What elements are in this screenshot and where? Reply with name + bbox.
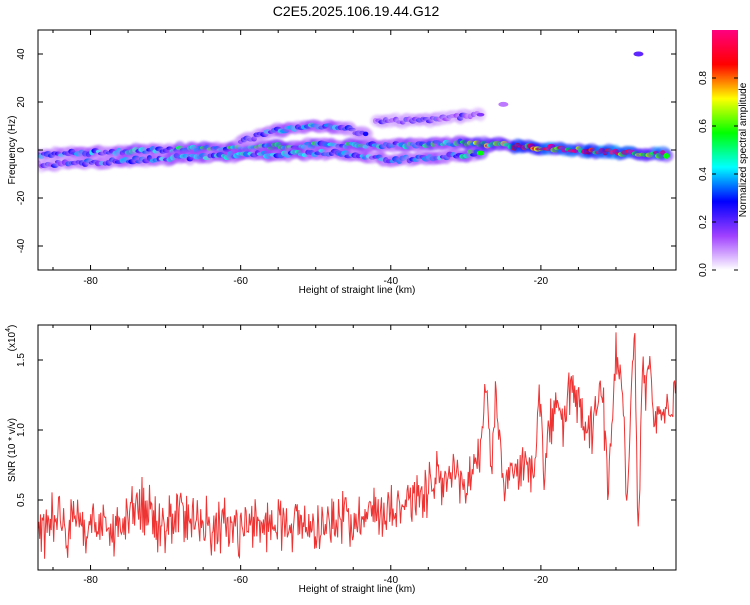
x-tick-label: -40 (384, 575, 399, 586)
y-tick-label: 1.5 (16, 353, 27, 367)
spectrogram-y-label: Frequency (Hz) (7, 116, 18, 185)
y-tick-label: -40 (16, 238, 27, 253)
x-tick-label: -20 (534, 575, 549, 586)
svg-text:(x104): (x104) (5, 325, 18, 352)
colorbar-tick-label: 0.6 (698, 119, 709, 133)
colorbar-tick-label: 0.4 (698, 167, 709, 181)
y-tick-label: 40 (16, 48, 27, 60)
y-tick-label: 0.5 (16, 493, 27, 507)
spectrogram-x-ticks: -80 -60 -40 -20 (52, 30, 654, 287)
snr-series-line (38, 332, 676, 560)
colorbar-tick-label: 0.2 (698, 215, 709, 229)
snr-y-label: SNR (10 * v/v) (7, 418, 18, 482)
scale-label: (x10 (7, 331, 18, 351)
y-tick-label: -20 (16, 190, 27, 205)
y-tick-label: 0 (16, 147, 27, 153)
heatmap-cell (476, 112, 485, 117)
snr-panel: -80 -60 -40 -20 0.5 1.0 1.5 Height of straigh… (5, 324, 677, 595)
colorbar: 0.0 0.2 0.4 0.6 0.8 Normalized spectral ampl… (698, 30, 749, 277)
snr-scale-factor: (x104) (5, 325, 18, 352)
colorbar-tick-label: 0.0 (698, 263, 709, 277)
heatmap-cell (362, 131, 369, 137)
heatmap-cell (663, 152, 670, 159)
x-tick-label: -80 (83, 276, 98, 287)
y-tick-label: 1.0 (16, 423, 27, 437)
scale-exponent: 4 (5, 328, 12, 332)
heatmap-cell (476, 150, 485, 156)
spectrogram-y-ticks: -40 -20 0 20 40 (16, 48, 676, 253)
x-tick-label: -40 (384, 276, 399, 287)
colorbar-tick-label: 0.8 (698, 71, 709, 85)
snr-frame (37, 324, 677, 571)
heatmap-cells (38, 51, 674, 173)
colorbar-ticks: 0.0 0.2 0.4 0.6 0.8 (698, 71, 738, 277)
y-tick-label: 20 (16, 96, 27, 108)
figure-title: C2E5.2025.106.19.44.G12 (273, 3, 440, 19)
snr-x-ticks: -80 -60 -40 -20 (52, 325, 654, 586)
colorbar-gradient (712, 30, 738, 270)
x-tick-label: -20 (534, 276, 549, 287)
heatmap-spot (498, 101, 509, 107)
x-tick-label: -60 (233, 276, 248, 287)
heatmap-spot (633, 51, 644, 57)
snr-y-ticks: 0.5 1.0 1.5 (16, 353, 676, 507)
spectrogram-panel: -80 -60 -40 -20 -40 -20 0 20 40 Height of strai… (7, 29, 677, 296)
snr-x-label: Height of straight line (km) (299, 584, 416, 595)
spectrogram-x-label: Height of straight line (km) (299, 285, 416, 296)
colorbar-label: Normalized spectral amplitude (738, 82, 749, 217)
x-tick-label: -80 (83, 575, 98, 586)
x-tick-label: -60 (233, 575, 248, 586)
